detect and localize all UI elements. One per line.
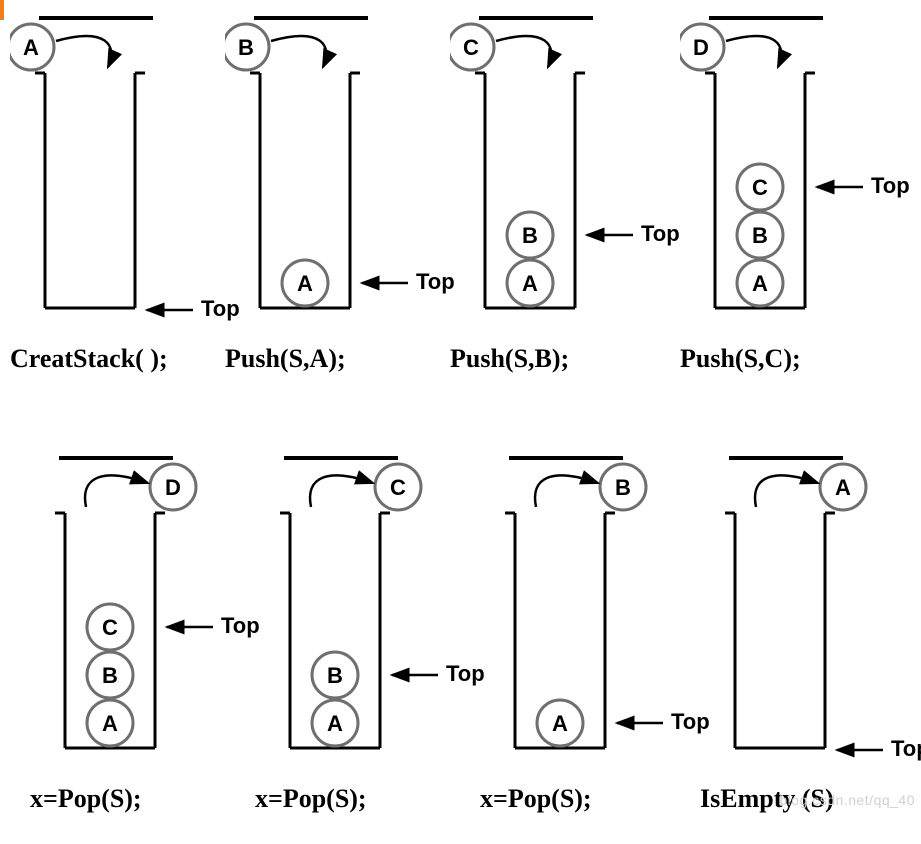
svg-text:B: B: [522, 223, 538, 248]
stack-svg: AB: [225, 10, 445, 320]
top-pointer-label: Top: [891, 736, 921, 762]
svg-text:A: A: [752, 271, 768, 296]
svg-text:A: A: [327, 711, 343, 736]
stack-svg: AB: [480, 450, 700, 760]
operation-caption: Push(S,A);: [225, 344, 346, 374]
svg-text:D: D: [693, 35, 709, 60]
operation-caption: Push(S,B);: [450, 344, 569, 374]
stack-diagram-cell: ABCDTopPush(S,C);: [680, 10, 900, 370]
stack-svg: A: [700, 450, 920, 760]
svg-text:B: B: [238, 35, 254, 60]
stack-diagram-cell: ATopIsEmpty (S): [700, 450, 920, 810]
top-pointer-label: Top: [446, 661, 485, 687]
operation-caption: CreatStack( );: [10, 344, 168, 374]
svg-text:D: D: [165, 475, 181, 500]
svg-text:C: C: [102, 615, 118, 640]
svg-text:B: B: [752, 223, 768, 248]
stack-diagram-cell: ABCDTopx=Pop(S);: [30, 450, 250, 810]
watermark: blog.csdn.net/qq_40: [779, 792, 915, 808]
stack-diagram-cell: ABTopx=Pop(S);: [480, 450, 700, 810]
accent-bar: [0, 0, 4, 20]
top-pointer-label: Top: [871, 173, 910, 199]
stack-diagram-cell: ABCTopPush(S,B);: [450, 10, 670, 370]
svg-text:C: C: [390, 475, 406, 500]
stack-svg: A: [10, 10, 230, 320]
operation-caption: Push(S,C);: [680, 344, 801, 374]
svg-text:B: B: [615, 475, 631, 500]
operation-caption: x=Pop(S);: [480, 784, 592, 814]
stack-svg: ABC D: [680, 10, 900, 320]
svg-text:C: C: [752, 175, 768, 200]
svg-text:B: B: [327, 663, 343, 688]
svg-text:A: A: [23, 35, 39, 60]
stack-svg: AB C: [450, 10, 670, 320]
stack-svg: AB C: [255, 450, 475, 760]
svg-text:A: A: [835, 475, 851, 500]
operation-caption: x=Pop(S);: [30, 784, 142, 814]
stack-diagram-cell: ABCTopx=Pop(S);: [255, 450, 475, 810]
svg-text:A: A: [552, 711, 568, 736]
top-pointer-label: Top: [416, 269, 455, 295]
stack-diagram-cell: ATopCreatStack( );: [10, 10, 230, 370]
svg-text:B: B: [102, 663, 118, 688]
stack-diagram-cell: ABTopPush(S,A);: [225, 10, 445, 370]
svg-text:C: C: [463, 35, 479, 60]
svg-text:A: A: [522, 271, 538, 296]
svg-text:A: A: [102, 711, 118, 736]
stack-diagram-page: ATopCreatStack( );ABTopPush(S,A);ABCTopP…: [0, 0, 921, 844]
svg-text:A: A: [297, 271, 313, 296]
operation-caption: x=Pop(S);: [255, 784, 367, 814]
stack-svg: ABC D: [30, 450, 250, 760]
top-pointer-label: Top: [221, 613, 260, 639]
top-pointer-label: Top: [641, 221, 680, 247]
